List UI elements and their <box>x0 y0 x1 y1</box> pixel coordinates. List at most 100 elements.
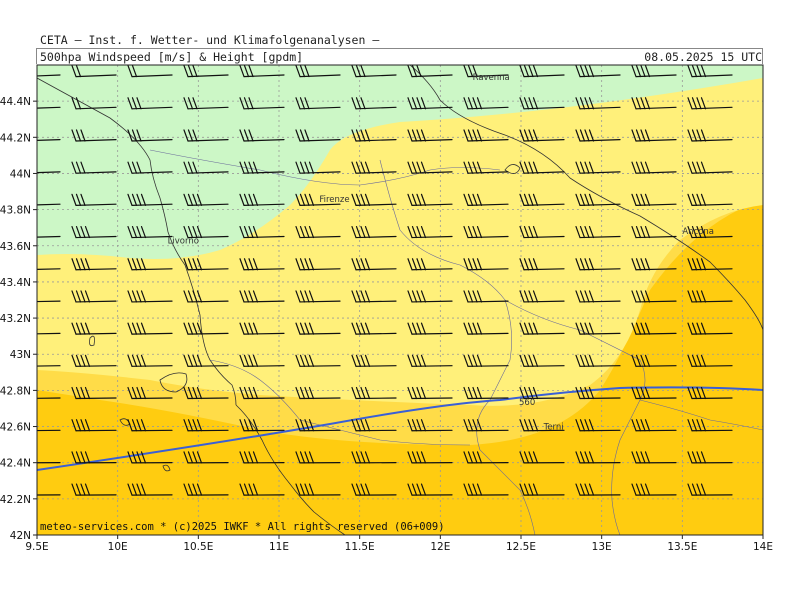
wind-barb <box>407 483 453 496</box>
wind-barb <box>407 193 453 206</box>
wind-barb <box>519 193 565 206</box>
wind-barb <box>463 290 509 303</box>
city-label: Ravenna <box>473 73 510 83</box>
wind-barb <box>295 322 341 335</box>
wind-barb <box>463 65 509 78</box>
wind-barb <box>295 258 341 271</box>
y-tick-label: 43N <box>10 349 31 361</box>
wind-barb <box>239 419 285 432</box>
wind-barb <box>37 139 61 141</box>
wind-barb <box>183 290 229 303</box>
wind-barb <box>239 97 285 110</box>
x-tick-label: 9.5E <box>25 541 48 553</box>
wind-barb <box>37 462 61 464</box>
wind-barb <box>687 193 733 206</box>
wind-barbs <box>37 65 733 496</box>
wind-barb <box>463 225 509 239</box>
wind-band-weak <box>37 65 763 259</box>
wind-barb <box>183 193 229 206</box>
y-tick-label: 44N <box>10 168 31 180</box>
wind-barb <box>463 97 509 110</box>
institution-title: CETA – Inst. f. Wetter- und Klimafolgena… <box>40 33 380 47</box>
wind-barb <box>127 419 173 432</box>
wind-barb <box>463 354 509 367</box>
wind-barb <box>239 322 285 335</box>
wind-barb <box>127 290 173 303</box>
wind-barb <box>37 300 61 303</box>
wind-barb <box>239 386 285 400</box>
wind-barb <box>295 419 341 432</box>
wind-barb <box>295 65 341 78</box>
y-tick-label: 43.2N <box>0 313 31 325</box>
wind-barb <box>183 97 229 110</box>
height-contour-560 <box>37 386 763 471</box>
y-tick-label: 43.4N <box>0 277 31 289</box>
wind-barb <box>127 451 173 464</box>
wind-barb <box>575 419 621 432</box>
wind-barb <box>239 451 285 464</box>
wind-barb <box>37 203 61 206</box>
wind-barb <box>127 129 173 142</box>
wind-barb <box>183 483 229 496</box>
wind-barb <box>519 386 565 400</box>
wind-barb <box>127 386 173 400</box>
wind-barb <box>687 129 733 142</box>
city-label: Livorno <box>168 237 199 247</box>
wind-barb <box>351 129 397 142</box>
wind-barb <box>127 354 173 367</box>
wind-barb <box>519 419 565 432</box>
x-tick-label: 12.5E <box>506 541 536 553</box>
y-tick-label: 43.6N <box>0 241 31 253</box>
x-tick-label: 10.5E <box>183 541 213 553</box>
wind-barb <box>71 258 117 271</box>
wind-barb <box>407 354 453 367</box>
wind-barb <box>687 97 733 110</box>
wind-barb <box>519 483 565 496</box>
wind-barb <box>71 483 117 496</box>
wind-barb <box>295 161 341 174</box>
wind-barb <box>37 235 61 238</box>
wind-barb <box>351 419 397 432</box>
wind-barb <box>687 258 733 271</box>
wind-barb <box>127 193 173 206</box>
city-label: Ancona <box>682 227 714 237</box>
wind-barb <box>575 322 621 335</box>
wind-barb <box>575 258 621 271</box>
wind-barb <box>183 451 229 464</box>
wind-barb <box>295 193 341 206</box>
wind-barb <box>407 129 453 142</box>
wind-barb <box>631 483 677 496</box>
wind-barb <box>351 290 397 303</box>
wind-barb <box>631 354 677 367</box>
wind-barb <box>407 419 453 432</box>
wind-barb <box>127 225 173 239</box>
city-label: Firenze <box>319 195 349 205</box>
wind-barb <box>239 290 285 303</box>
wind-barb <box>295 483 341 496</box>
wind-barb <box>183 386 229 400</box>
wind-barb <box>37 494 61 496</box>
wind-barb <box>687 161 733 174</box>
wind-barb <box>407 65 453 78</box>
wind-barb <box>575 290 621 303</box>
wind-barb <box>71 290 117 303</box>
wind-barb <box>519 225 565 239</box>
wind-barb <box>183 161 229 174</box>
wind-barb <box>463 258 509 271</box>
wind-barb <box>631 161 677 174</box>
wind-barb <box>351 322 397 335</box>
wind-barb <box>71 354 117 367</box>
wind-barb <box>575 483 621 496</box>
wind-barb <box>351 451 397 464</box>
wind-barb <box>519 97 565 110</box>
wind-barb <box>37 365 61 367</box>
wind-barb <box>37 106 61 109</box>
wind-barb <box>463 193 509 206</box>
x-tick-label: 12E <box>430 541 450 553</box>
y-tick-label: 42.2N <box>0 494 31 506</box>
wind-barb <box>295 129 341 142</box>
wind-barb <box>631 322 677 335</box>
wind-barb <box>407 258 453 271</box>
wind-barb <box>351 258 397 271</box>
